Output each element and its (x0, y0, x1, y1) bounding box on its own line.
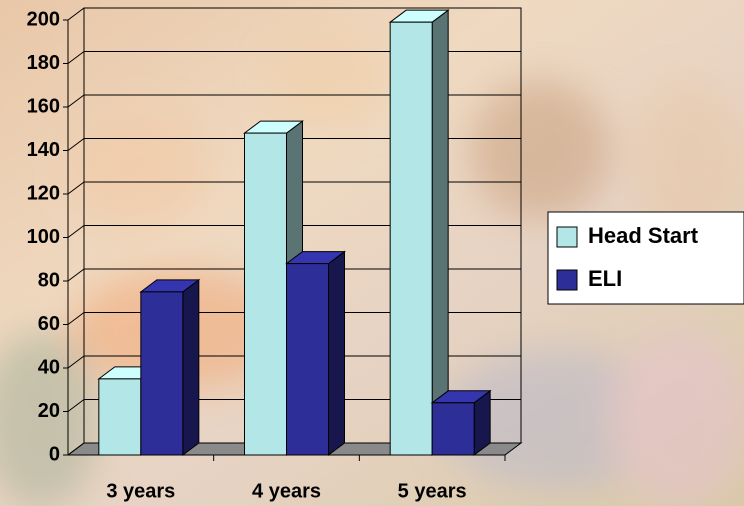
chart: 0 20 40 60 80 100 120 140 160 180 200 3 years 4 year… (0, 0, 744, 506)
x-tick-label: 4 years (252, 480, 321, 502)
bar-side (329, 252, 345, 455)
bar (245, 133, 287, 455)
bar (99, 379, 141, 455)
legend-label: ELI (588, 266, 622, 291)
legend-label: Head Start (588, 223, 699, 248)
y-tick-label: 200 (27, 8, 60, 30)
y-tick-label: 100 (27, 226, 60, 248)
bar (141, 292, 183, 455)
y-tick-label: 120 (27, 182, 60, 204)
y-tick-label: 40 (38, 356, 60, 378)
legend-swatch (557, 227, 577, 247)
y-tick-label: 160 (27, 95, 60, 117)
legend: Head Start ELI (548, 212, 744, 304)
bar-side (183, 280, 199, 455)
y-tick-label: 180 (27, 52, 60, 74)
bar (432, 403, 474, 455)
x-tick-label: 5 years (398, 480, 467, 502)
y-tick-label: 140 (27, 139, 60, 161)
bar-side (432, 10, 448, 455)
y-tick-label: 0 (49, 443, 60, 465)
y-tick-label: 20 (38, 400, 60, 422)
legend-swatch (557, 270, 577, 290)
bar (287, 264, 329, 455)
y-tick-label: 80 (38, 269, 60, 291)
x-tick-label: 3 years (106, 480, 175, 502)
y-tick-label: 60 (38, 313, 60, 335)
bar (390, 22, 432, 455)
